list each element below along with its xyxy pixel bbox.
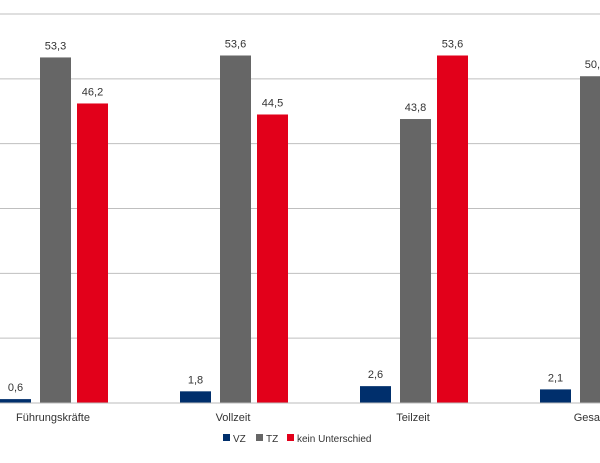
- bar-tz: [40, 57, 71, 404]
- legend-label: kein Unterschied: [297, 434, 371, 445]
- bar-kein-unterschied: [77, 103, 108, 403]
- data-label: 2,6: [368, 369, 383, 381]
- data-label: 53,3: [45, 40, 66, 52]
- x-tick-labels: Führungskräfte Vollzeit Teilzeit Gesamt: [16, 412, 600, 424]
- bar-tz: [580, 76, 600, 404]
- bar-tz: [400, 119, 431, 403]
- data-label: 44,5: [262, 97, 283, 109]
- data-labels: 0,6 53,3 46,2 1,8 53,6 44,5 2,6 43,8 53,6 2,1 50,4…: [8, 38, 600, 394]
- bar-kein-unterschied: [437, 55, 468, 403]
- x-tick-label: Teilzeit: [396, 412, 430, 424]
- data-label: 50,4: [585, 59, 600, 71]
- bars: [0, 55, 600, 404]
- x-tick-label: Vollzeit: [216, 412, 251, 424]
- legend-swatch: [256, 434, 263, 441]
- data-label: 53,6: [225, 38, 246, 50]
- bar-kein-unterschied: [257, 114, 288, 403]
- x-tick-label: Gesamt: [574, 412, 600, 424]
- bar-vz: [360, 386, 391, 403]
- data-label: 0,6: [8, 382, 23, 394]
- data-label: 2,1: [548, 372, 563, 384]
- legend-swatch: [223, 434, 230, 441]
- data-label: 53,6: [442, 38, 463, 50]
- bar-vz: [180, 391, 211, 403]
- bar-vz: [0, 399, 31, 403]
- legend-label: TZ: [266, 434, 278, 445]
- x-tick-label: Führungskräfte: [16, 412, 90, 424]
- bar-vz: [540, 389, 571, 403]
- bar-tz: [220, 55, 251, 403]
- legend-label: VZ: [233, 434, 246, 445]
- data-label: 46,2: [82, 86, 103, 98]
- legend-swatch: [287, 434, 294, 441]
- legend: VZ TZ kein Unterschied: [223, 434, 371, 445]
- data-label: 43,8: [405, 102, 426, 114]
- data-label: 1,8: [188, 374, 203, 386]
